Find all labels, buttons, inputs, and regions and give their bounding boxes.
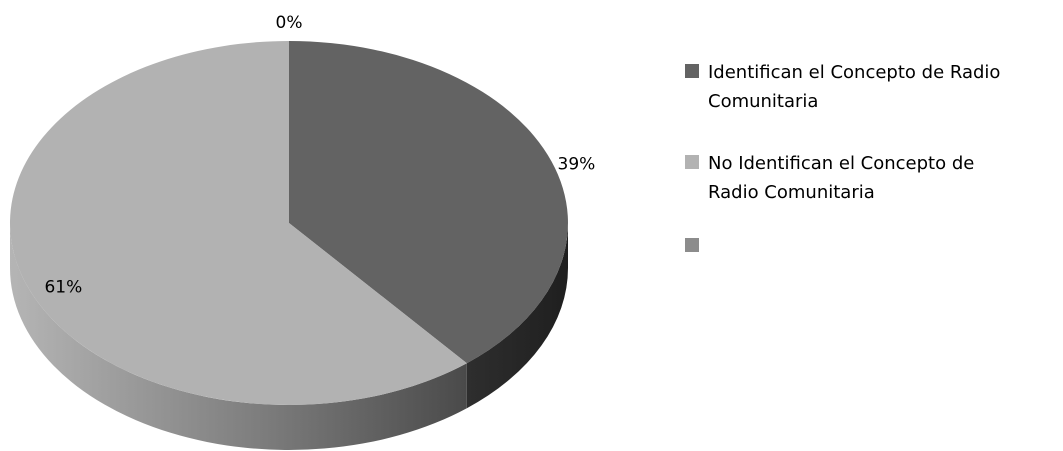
pie-data-labels: 39% 61% 0% [44, 13, 595, 298]
pie-label-identifican-el-concepto-de-radio-comunitaria: 39% [558, 154, 596, 174]
pie-slice-no-identifican-el-concepto-de-radio-comunitaria [9, 40, 467, 405]
legend-swatch-no-identifican [685, 155, 699, 169]
legend-swatch-identifican [685, 64, 699, 78]
pie-top-faces [9, 40, 568, 405]
legend-item-no-identifican: No Identifican el Concepto de Radio Comu… [685, 153, 974, 203]
pie-side-identifican-el-concepto-de-radio-comunitaria [466, 223, 568, 409]
pie-label-empty: 0% [276, 13, 303, 33]
pie-label-no-identifican-el-concepto-de-radio-comunitaria: 61% [44, 278, 82, 298]
pie-side-walls [10, 223, 568, 450]
pie-slice-identifican-el-concepto-de-radio-comunitaria [289, 41, 568, 364]
legend: Identifican el Concepto de Radio Comunit… [685, 62, 1000, 252]
legend-swatch-empty [685, 238, 699, 252]
legend-label-identifican-line1: Identifican el Concepto de Radio [708, 62, 1000, 83]
legend-label-no-identifican-line2: Radio Comunitaria [708, 182, 875, 203]
legend-item-empty [685, 238, 699, 252]
legend-label-no-identifican-line1: No Identifican el Concepto de [708, 153, 974, 174]
legend-label-identifican-line2: Comunitaria [708, 91, 818, 112]
pie-side-no-identifican-el-concepto-de-radio-comunitaria [10, 223, 467, 450]
legend-item-identifican: Identifican el Concepto de Radio Comunit… [685, 62, 1000, 112]
